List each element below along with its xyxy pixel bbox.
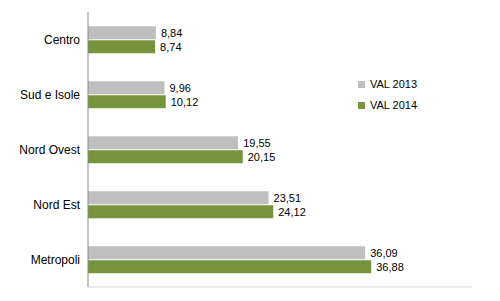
svg-text:36,88: 36,88 [376, 261, 404, 273]
svg-text:Metropoli: Metropoli [31, 253, 80, 267]
html-text:VAL 2013: VAL 2013 [370, 78, 418, 90]
html-text:VAL 2014: VAL 2014 [370, 99, 418, 111]
svg-text:Centro: Centro [44, 33, 80, 47]
svg-text:Nord Est: Nord Est [33, 198, 80, 212]
svg-text:23,51: 23,51 [274, 192, 302, 204]
svg-text:9,96: 9,96 [169, 82, 190, 94]
svg-text:20,15: 20,15 [248, 151, 276, 163]
svg-text:10,12: 10,12 [171, 96, 199, 108]
svg-text:36,09: 36,09 [370, 247, 398, 259]
svg-text:Sud e Isole: Sud e Isole [20, 88, 80, 102]
svg-text:19,55: 19,55 [243, 137, 271, 149]
svg-text:24,12: 24,12 [278, 206, 306, 218]
svg-text:8,74: 8,74 [160, 41, 181, 53]
svg-text:Nord Ovest: Nord Ovest [19, 143, 80, 157]
svg-text:8,84: 8,84 [161, 27, 182, 39]
